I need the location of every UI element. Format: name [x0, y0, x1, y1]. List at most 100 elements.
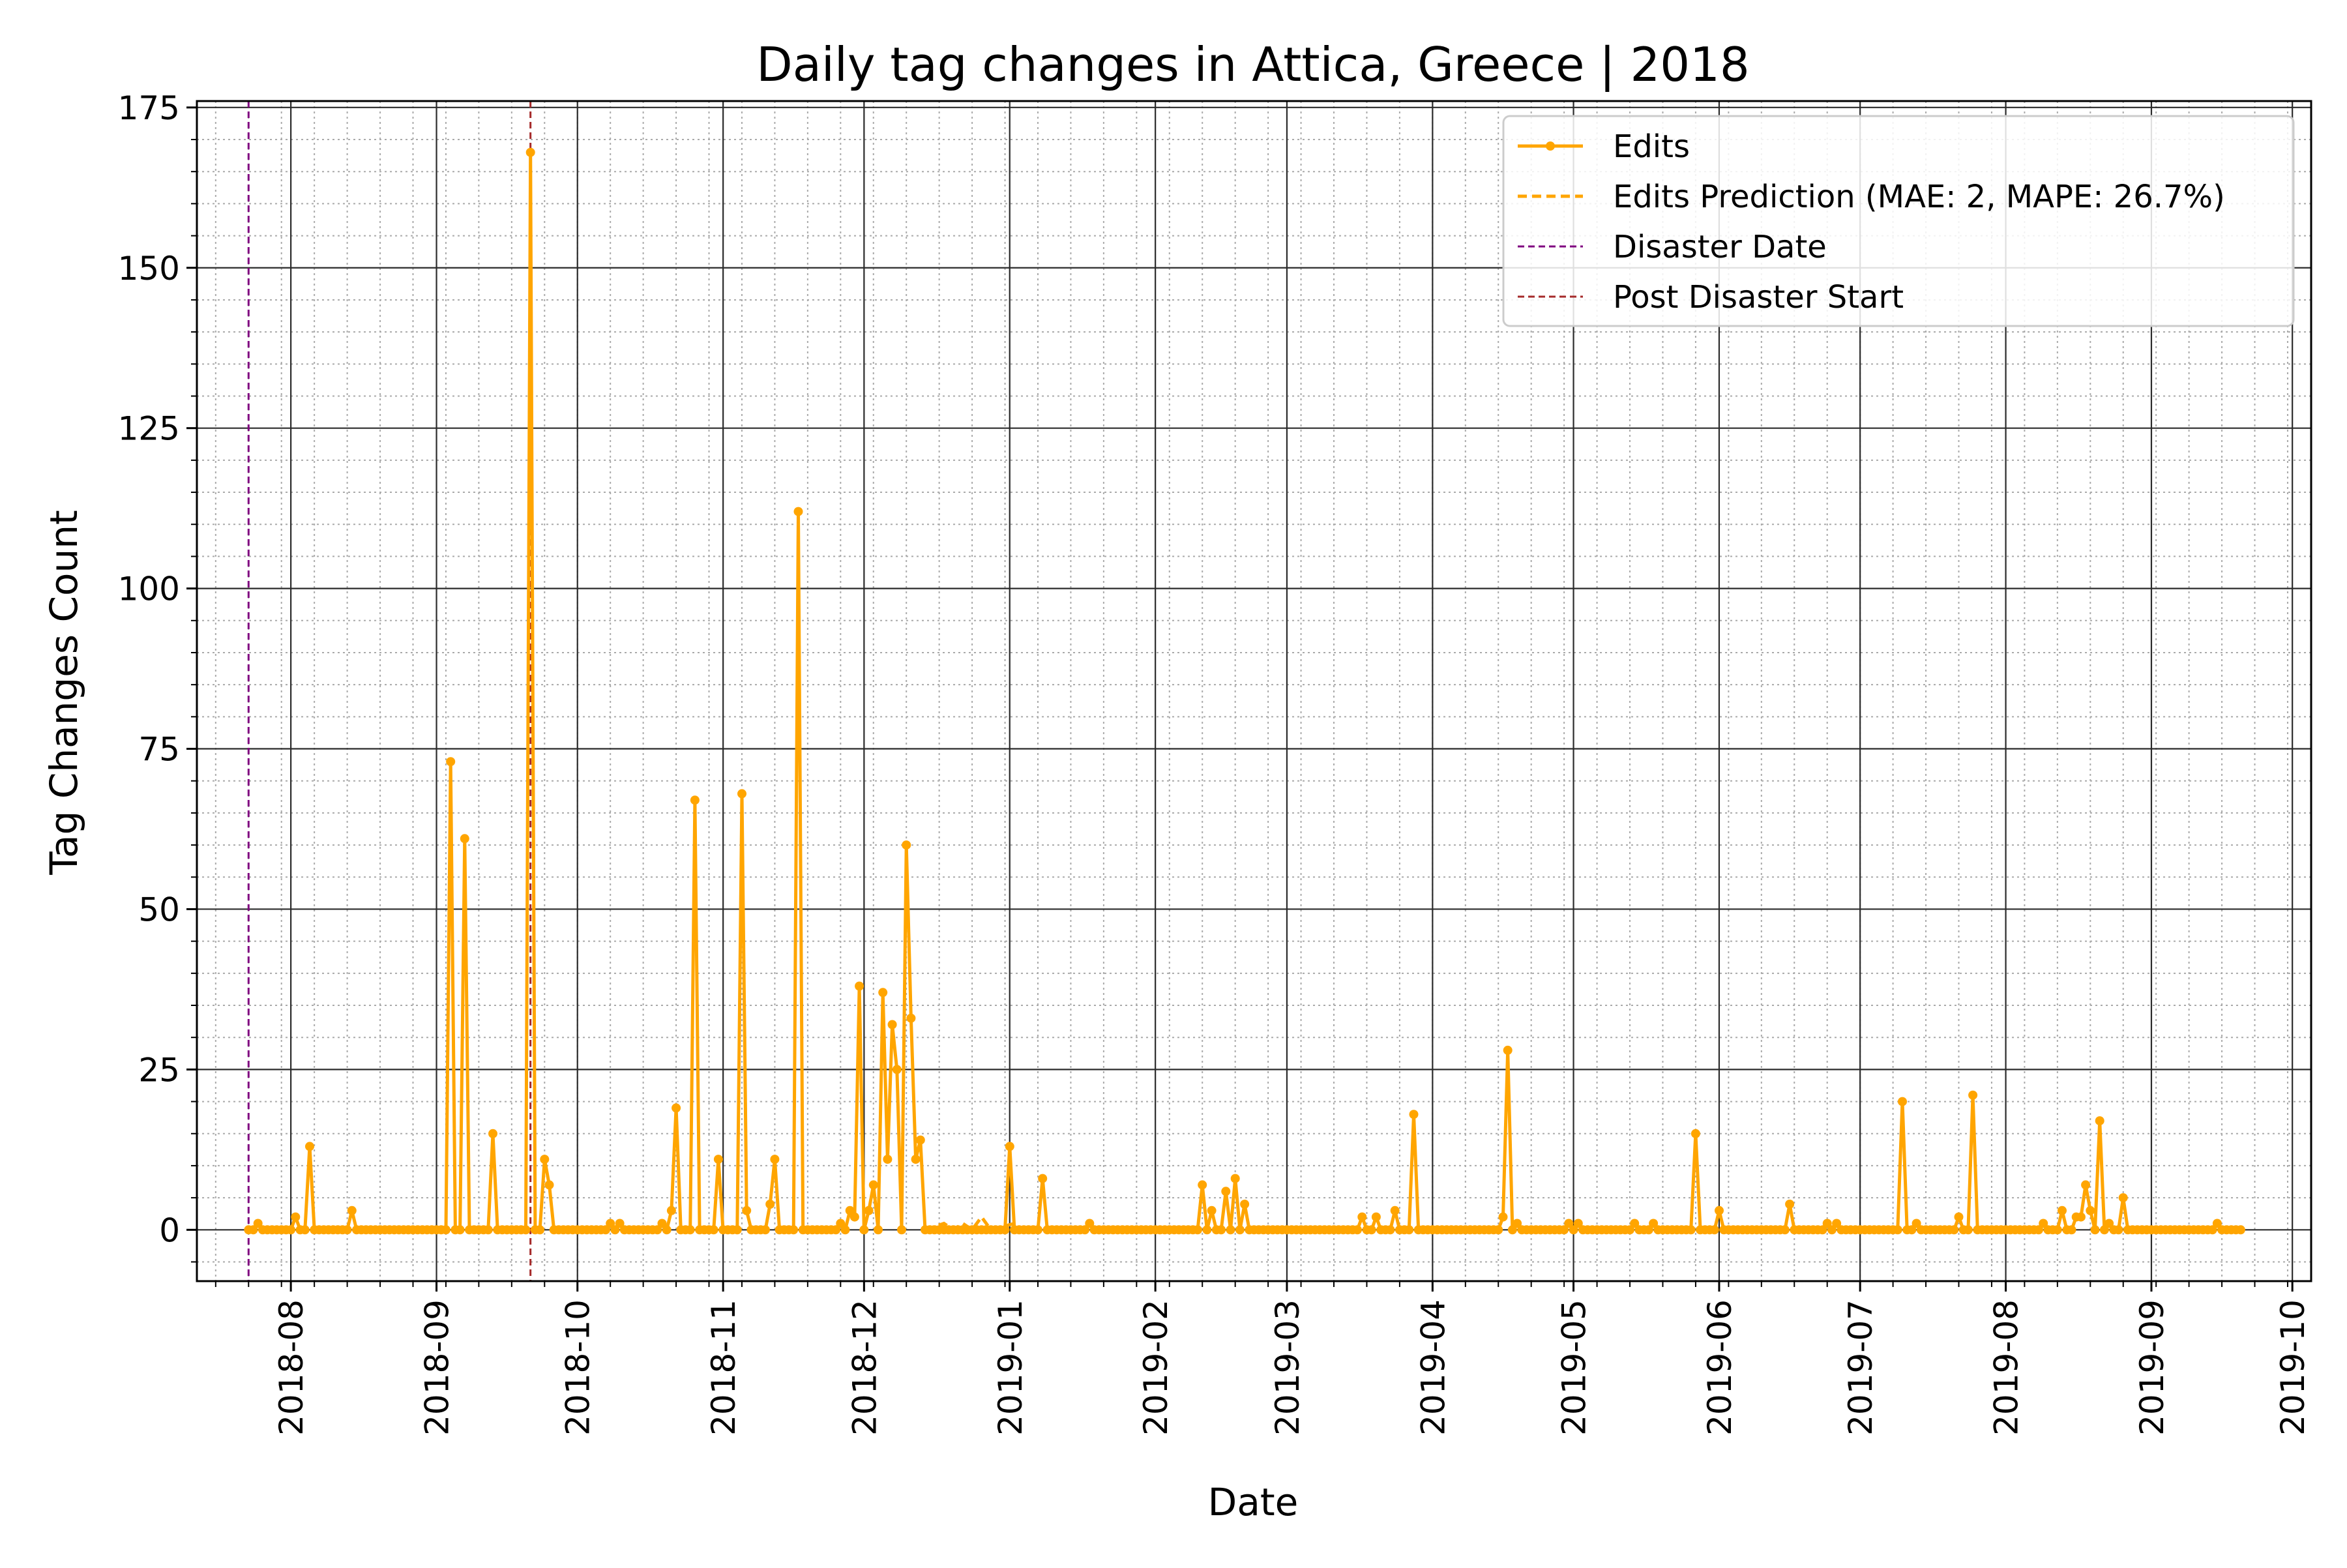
x-tick-label: 2018-08: [273, 1299, 310, 1436]
edits-point: [1507, 1225, 1517, 1235]
edits-point: [1912, 1219, 1921, 1228]
edits-point: [2034, 1225, 2043, 1235]
edits-point: [1564, 1219, 1574, 1228]
edits-point: [868, 1180, 878, 1190]
edits-point: [840, 1225, 850, 1235]
edits-point: [1404, 1225, 1414, 1235]
edits-point: [1625, 1225, 1634, 1235]
y-tick-label: 25: [138, 1051, 180, 1089]
edits-point: [845, 1206, 855, 1215]
x-tick-label: 2019-09: [2133, 1299, 2171, 1436]
edits-point: [1498, 1212, 1508, 1222]
edits-point: [836, 1219, 846, 1228]
plot-frame: [196, 100, 2312, 1282]
edits-point: [342, 1225, 352, 1235]
x-tick-label: 2018-09: [419, 1299, 456, 1436]
edits-point: [2090, 1225, 2100, 1235]
edits-point: [2076, 1212, 2086, 1222]
edits-point: [1649, 1219, 1659, 1228]
edits-point: [2236, 1225, 2245, 1235]
x-tick-label: 2018-11: [705, 1299, 743, 1436]
edits-point: [460, 834, 469, 844]
x-tick-label: 2019-03: [1269, 1299, 1306, 1436]
edits-point: [610, 1225, 620, 1235]
edits-point: [849, 1212, 859, 1222]
legend-label: Disaster Date: [1613, 229, 1827, 265]
edits-point: [657, 1219, 667, 1228]
edits-point: [2212, 1219, 2222, 1228]
edits-point: [1644, 1225, 1653, 1235]
edits-point: [761, 1225, 770, 1235]
edits-point: [1818, 1225, 1827, 1235]
series-layer: [244, 147, 2245, 1235]
edits-point: [831, 1225, 841, 1235]
edits-point: [1226, 1225, 1235, 1235]
edits-point: [606, 1219, 615, 1228]
edits-point: [300, 1225, 310, 1235]
edits-point: [1780, 1225, 1790, 1235]
edits-point: [2086, 1206, 2095, 1215]
edits-point: [770, 1155, 780, 1164]
edits-point: [737, 789, 746, 799]
edits-point: [742, 1206, 752, 1215]
edits-point: [1240, 1200, 1250, 1209]
edits-point: [713, 1155, 723, 1164]
edits-point: [864, 1206, 874, 1215]
x-tick-label: 2019-06: [1701, 1299, 1739, 1436]
edits-point: [1832, 1219, 1842, 1228]
edits-point: [1371, 1212, 1381, 1222]
edits-point: [540, 1155, 550, 1164]
edits-point: [2104, 1219, 2114, 1228]
edits-point: [1907, 1225, 1917, 1235]
edits-point: [1963, 1225, 1973, 1235]
x-tick-label: 2018-10: [559, 1299, 597, 1436]
edits-point: [662, 1225, 672, 1235]
edits-point: [1080, 1225, 1090, 1235]
edits-point: [915, 1135, 925, 1145]
edits-point: [253, 1219, 263, 1228]
edits-point: [2039, 1219, 2048, 1228]
edits-point: [286, 1225, 296, 1235]
x-tick-label: 2018-12: [846, 1299, 883, 1436]
edits-point: [1038, 1174, 1048, 1183]
edits-point: [1207, 1206, 1217, 1215]
edits-point: [2067, 1225, 2076, 1235]
edits-point: [666, 1206, 676, 1215]
edits-point: [601, 1225, 610, 1235]
y-tick-label: 100: [118, 570, 180, 608]
edits-point: [1954, 1212, 1964, 1222]
edits-point: [897, 1225, 906, 1235]
edits-point: [1898, 1097, 1907, 1106]
edits-point: [1827, 1225, 1837, 1235]
legend-label: Edits Prediction (MAE: 2, MAPE: 26.7%): [1613, 179, 2225, 215]
edits-point: [653, 1225, 662, 1235]
edits-point: [902, 840, 911, 850]
edits-point: [2052, 1225, 2062, 1235]
edits-point: [248, 1225, 258, 1235]
y-tick-label: 125: [118, 410, 180, 448]
edits-point: [544, 1180, 554, 1190]
edits-point: [878, 988, 888, 998]
edits-point: [1193, 1225, 1202, 1235]
y-axis: 0 25 50 75 100 125 150 175: [118, 89, 197, 1263]
edits-point: [1235, 1225, 1245, 1235]
edits-point: [615, 1219, 625, 1228]
edits-point: [2207, 1225, 2217, 1235]
edits-point: [1949, 1225, 1959, 1235]
edits-point: [1503, 1045, 1513, 1055]
edits-point: [441, 1225, 450, 1235]
edits-point: [535, 1225, 545, 1235]
edits-point: [2099, 1225, 2109, 1235]
x-tick-label: 2019-05: [1556, 1299, 1593, 1436]
reference-lines: [247, 101, 532, 1281]
edits-point: [1785, 1200, 1795, 1209]
edits-point: [1390, 1206, 1400, 1215]
edits-point: [1198, 1180, 1207, 1190]
edits-point: [1033, 1225, 1042, 1235]
edits-point: [887, 1020, 897, 1029]
legend-box: [1502, 115, 2295, 327]
y-tick-label: 175: [118, 89, 180, 127]
edits-point: [1385, 1225, 1395, 1235]
edits-point: [1409, 1110, 1419, 1119]
edits-point: [1230, 1174, 1240, 1183]
